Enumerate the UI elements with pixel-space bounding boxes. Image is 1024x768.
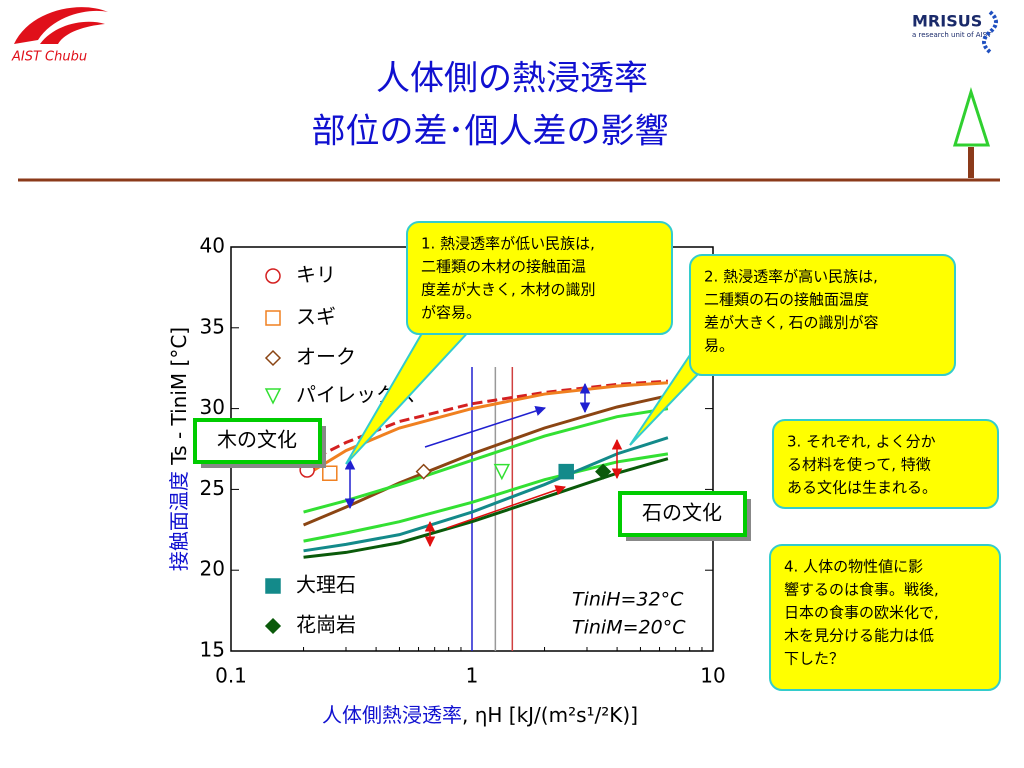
x-tick-label: 10	[700, 664, 725, 688]
callout-text: 3. それぞれ, よく分か	[787, 433, 936, 451]
x-tick-label: 1	[466, 664, 479, 688]
y-tick-label: 25	[200, 476, 225, 500]
callout-text: 4. 人体の物性値に影	[784, 558, 923, 576]
marker	[595, 463, 612, 480]
y-tick-label: 30	[200, 395, 225, 419]
y-tick-label: 40	[200, 234, 225, 258]
x-axis-label-sym: , ηH [kJ/(m²s¹/²K)]	[462, 703, 638, 727]
callout-box	[406, 221, 673, 335]
y-tick-label: 15	[200, 638, 225, 662]
marker	[558, 463, 574, 480]
legend-marker	[265, 268, 281, 284]
callout-text: 2. 熱浸透率が高い民族は,	[704, 268, 878, 286]
callout-text: 木を見分ける能力は低	[784, 627, 934, 645]
logo-right: MRISUS	[912, 12, 982, 31]
legend-marker	[264, 349, 282, 367]
callout-text: る材料を使って, 特徴	[787, 456, 931, 474]
annotation: TiniH=32°C	[572, 589, 684, 611]
marker	[493, 463, 511, 481]
y-tick-label: 20	[200, 557, 225, 581]
marker	[415, 463, 432, 480]
callout-box	[772, 419, 999, 509]
callout-box	[689, 254, 956, 376]
callout-box	[769, 544, 1001, 691]
callout-text: ある文化は生まれる。	[787, 479, 937, 497]
callout-text: 二種類の石の接触面温度	[704, 291, 869, 309]
title: 人体側の熱浸透率	[376, 59, 648, 99]
wood-box: 木の文化	[193, 418, 326, 468]
callout-text: 下した？	[784, 650, 844, 668]
arrows	[344, 382, 623, 548]
y-axis-label-sym: Ts - TiniM [°C]	[167, 327, 191, 471]
legend-label: キリ	[296, 263, 336, 287]
legend-marker	[264, 388, 282, 405]
logo-text: AIST Chubu	[11, 50, 87, 65]
legend-marker	[265, 578, 281, 594]
x-axis-label: 人体側熱浸透率, ηH [kJ/(m²s¹/²K)]	[322, 703, 638, 727]
stone-label: 石の文化	[642, 501, 722, 525]
y-tick-label: 35	[200, 314, 225, 338]
logo-icon	[982, 10, 998, 54]
callout-text: 日本の食事の欧米化で,	[784, 604, 939, 622]
series-line	[302, 379, 669, 465]
legend-label: 花崗岩	[296, 613, 356, 637]
annotation: TiniM=20°C	[572, 617, 686, 639]
legend-label: 大理石	[296, 573, 356, 597]
x-tick-label: 0.1	[215, 664, 247, 688]
callout-text: 二種類の木材の接触面温	[421, 258, 586, 276]
logo-left: AIST Chubu	[11, 7, 108, 65]
legend-label: スギ	[296, 305, 336, 329]
callout-text: が容易。	[421, 304, 481, 322]
callout-text: 度差が大きく, 木材の識別	[421, 281, 596, 299]
title: 部位の差･個人差の影響	[312, 112, 669, 152]
legend-label: オーク	[296, 345, 356, 369]
legend-marker	[264, 617, 282, 635]
marker	[322, 465, 338, 481]
callout-text: 差が大きく, 石の識別が容	[704, 314, 879, 332]
tree-icon	[952, 86, 991, 178]
y-axis-label-jp: 接触面温度	[167, 471, 191, 571]
callout-text: 易。	[704, 337, 734, 355]
x-axis-label-jp: 人体側熱浸透率	[322, 703, 462, 727]
wood-label: 木の文化	[217, 428, 297, 452]
y-axis-label: 接触面温度 Ts - TiniM [°C]	[167, 327, 191, 571]
callout-text: 響するのは食事。戦後,	[784, 581, 939, 599]
callout-text: 1. 熱浸透率が低い民族は,	[421, 235, 595, 253]
legend-marker	[265, 310, 281, 326]
stone-box: 石の文化	[618, 491, 751, 541]
series-line	[302, 381, 669, 478]
logo-right-sub: a research unit of AIST	[912, 31, 992, 39]
